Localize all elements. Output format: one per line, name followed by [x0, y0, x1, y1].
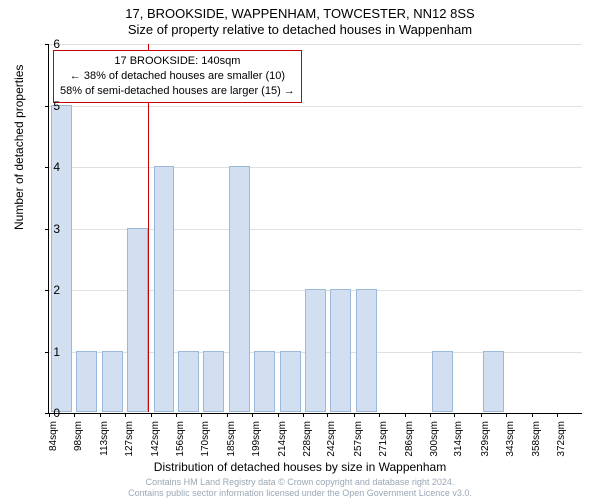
bar — [280, 351, 301, 413]
xtick-label: 372sqm — [556, 421, 567, 461]
xtick-mark — [303, 413, 304, 417]
chart-area: 17 BROOKSIDE: 140sqm← 38% of detached ho… — [48, 44, 582, 414]
xtick-label: 358sqm — [531, 421, 542, 461]
bar — [356, 289, 377, 412]
xtick-label: 113sqm — [99, 421, 110, 461]
annotation-box: 17 BROOKSIDE: 140sqm← 38% of detached ho… — [53, 50, 302, 103]
xtick-mark — [379, 413, 380, 417]
x-axis-label: Distribution of detached houses by size … — [0, 460, 600, 474]
ytick-label: 3 — [40, 222, 60, 236]
xtick-mark — [125, 413, 126, 417]
gridline — [49, 167, 582, 168]
xtick-mark — [151, 413, 152, 417]
bar — [229, 166, 250, 412]
xtick-label: 170sqm — [200, 421, 211, 461]
ytick-label: 2 — [40, 283, 60, 297]
gridline — [49, 44, 582, 45]
ytick-label: 5 — [40, 99, 60, 113]
xtick-label: 329sqm — [480, 421, 491, 461]
xtick-mark — [176, 413, 177, 417]
xtick-label: 286sqm — [404, 421, 415, 461]
xtick-mark — [506, 413, 507, 417]
bar — [305, 289, 326, 412]
xtick-label: 343sqm — [505, 421, 516, 461]
xtick-mark — [100, 413, 101, 417]
bar — [51, 105, 72, 413]
xtick-mark — [354, 413, 355, 417]
plot-region: 17 BROOKSIDE: 140sqm← 38% of detached ho… — [48, 44, 582, 414]
xtick-label: 214sqm — [277, 421, 288, 461]
bar — [203, 351, 224, 413]
bar — [330, 289, 351, 412]
xtick-mark — [481, 413, 482, 417]
ytick-label: 6 — [40, 37, 60, 51]
xtick-mark — [557, 413, 558, 417]
xtick-mark — [278, 413, 279, 417]
xtick-mark — [327, 413, 328, 417]
bar — [102, 351, 123, 413]
footer: Contains HM Land Registry data © Crown c… — [0, 477, 600, 498]
footer-line2: Contains public sector information licen… — [0, 488, 600, 498]
xtick-label: 185sqm — [226, 421, 237, 461]
bar — [154, 166, 175, 412]
bar — [127, 228, 148, 413]
xtick-label: 127sqm — [124, 421, 135, 461]
xtick-label: 300sqm — [429, 421, 440, 461]
annotation-line3: 58% of semi-detached houses are larger (… — [60, 84, 295, 99]
xtick-mark — [74, 413, 75, 417]
bar — [178, 351, 199, 413]
ytick-label: 1 — [40, 345, 60, 359]
gridline — [49, 106, 582, 107]
xtick-label: 257sqm — [353, 421, 364, 461]
bar — [432, 351, 453, 413]
title-address: 17, BROOKSIDE, WAPPENHAM, TOWCESTER, NN1… — [0, 6, 600, 21]
y-axis-label: Number of detached properties — [12, 65, 26, 230]
ytick-label: 0 — [40, 406, 60, 420]
xtick-label: 314sqm — [453, 421, 464, 461]
xtick-mark — [201, 413, 202, 417]
ytick-label: 4 — [40, 160, 60, 174]
xtick-label: 228sqm — [302, 421, 313, 461]
annotation-line2: ← 38% of detached houses are smaller (10… — [60, 69, 295, 84]
annotation-line1: 17 BROOKSIDE: 140sqm — [60, 54, 295, 69]
xtick-mark — [227, 413, 228, 417]
xtick-label: 98sqm — [73, 421, 84, 461]
xtick-mark — [430, 413, 431, 417]
xtick-label: 271sqm — [378, 421, 389, 461]
title-subtitle: Size of property relative to detached ho… — [0, 22, 600, 37]
footer-line1: Contains HM Land Registry data © Crown c… — [0, 477, 600, 487]
xtick-mark — [532, 413, 533, 417]
xtick-label: 142sqm — [150, 421, 161, 461]
xtick-mark — [252, 413, 253, 417]
bar — [483, 351, 504, 413]
bar — [76, 351, 97, 413]
xtick-label: 84sqm — [48, 421, 59, 461]
title-block: 17, BROOKSIDE, WAPPENHAM, TOWCESTER, NN1… — [0, 0, 600, 37]
xtick-label: 156sqm — [175, 421, 186, 461]
bar — [254, 351, 275, 413]
chart-container: 17, BROOKSIDE, WAPPENHAM, TOWCESTER, NN1… — [0, 0, 600, 500]
xtick-mark — [454, 413, 455, 417]
xtick-label: 199sqm — [251, 421, 262, 461]
xtick-label: 242sqm — [326, 421, 337, 461]
xtick-mark — [405, 413, 406, 417]
